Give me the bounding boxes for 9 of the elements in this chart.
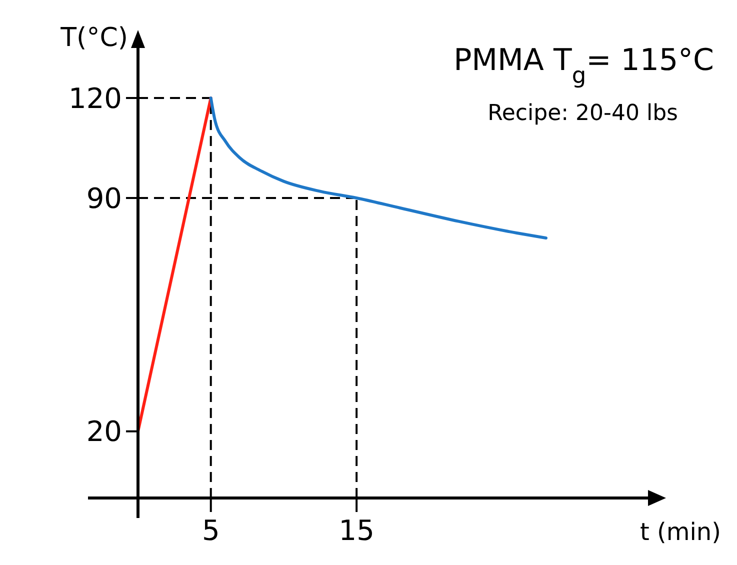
y-axis-title: T(°C) xyxy=(60,23,128,53)
y-tick-label: 20 xyxy=(86,415,122,448)
x-tick-label: 5 xyxy=(202,514,220,547)
x-tick-label: 15 xyxy=(338,514,374,547)
y-tick-label: 120 xyxy=(68,82,122,115)
annotation: PMMA T$_{g}$= 115°C xyxy=(454,43,714,89)
annotation: Recipe: 20-40 lbs xyxy=(488,101,678,126)
x-axis-title: t (min) xyxy=(640,518,721,546)
y-tick-label: 90 xyxy=(86,182,122,215)
